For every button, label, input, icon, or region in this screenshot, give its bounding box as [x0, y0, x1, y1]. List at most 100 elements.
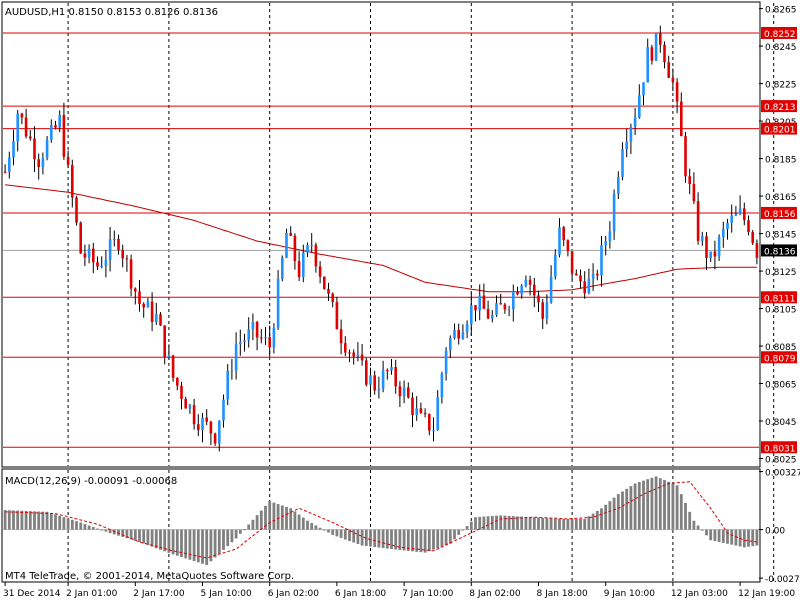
candle-bullish	[276, 278, 280, 328]
candle-bearish	[83, 253, 87, 258]
macd-bar	[667, 481, 671, 530]
candle-bearish	[176, 378, 179, 386]
candle-bullish	[461, 332, 465, 339]
macd-bar	[381, 529, 385, 549]
candle-bullish	[146, 301, 150, 308]
candle-bearish	[688, 176, 691, 185]
candle-bearish	[323, 276, 326, 289]
macd-bar	[201, 529, 204, 564]
candle-bullish	[520, 286, 523, 295]
macd-bar	[318, 527, 322, 530]
macd-bar	[83, 524, 87, 530]
candle-bearish	[344, 343, 347, 353]
macd-bar	[133, 529, 137, 541]
macd-bar	[364, 529, 368, 547]
macd-bar	[495, 515, 498, 530]
candle-bullish	[478, 295, 481, 311]
macd-tick-label: -0.00274	[765, 575, 800, 585]
candle-bearish	[457, 329, 460, 339]
candle-bullish	[369, 375, 372, 385]
candle-bullish	[495, 303, 498, 315]
macd-bar	[259, 510, 263, 530]
macd-bar	[524, 516, 528, 530]
candle-bearish	[37, 159, 40, 168]
candle-bullish	[226, 371, 229, 400]
macd-bar	[238, 529, 242, 534]
candle-bearish	[751, 232, 754, 244]
candle-bullish	[591, 273, 595, 279]
candle-bullish	[621, 149, 624, 178]
price-tick-label: 0.8225	[765, 81, 797, 91]
macd-signal-line	[5, 481, 757, 559]
level-price-label: 0.8031	[764, 444, 796, 454]
macd-bar	[96, 528, 99, 530]
candle-bullish	[545, 302, 549, 319]
macd-bar	[574, 518, 578, 530]
candle-bullish	[617, 177, 620, 195]
candle-bearish	[92, 248, 95, 263]
macd-bar	[314, 525, 318, 530]
candle-bullish	[449, 338, 452, 351]
macd-bar	[142, 529, 146, 544]
candle-bullish	[281, 257, 284, 279]
macd-bar	[24, 510, 28, 530]
candle-bearish	[297, 261, 301, 278]
price-tick-label: 0.8085	[765, 343, 797, 353]
candle-bullish	[8, 157, 11, 172]
macd-bar	[516, 516, 519, 530]
macd-bar	[297, 514, 301, 530]
candle-bearish	[503, 304, 507, 310]
candle-bullish	[306, 244, 309, 253]
macd-bar	[394, 529, 398, 550]
price-tick-label: 0.8145	[765, 231, 797, 241]
candle-bearish	[71, 164, 74, 198]
macd-bar	[469, 521, 473, 530]
candle-bullish	[734, 213, 738, 216]
macd-bar	[289, 508, 293, 530]
macd-bar	[486, 516, 490, 530]
macd-bar	[457, 529, 461, 535]
candle-bearish	[335, 302, 339, 330]
candle-bullish	[629, 126, 633, 142]
macd-bar	[558, 518, 561, 530]
time-tick-label: 31 Dec 2014	[3, 589, 61, 599]
macd-bar	[79, 522, 83, 530]
candle-bullish	[167, 355, 171, 358]
candle-bearish	[24, 117, 28, 137]
macd-bar	[553, 518, 557, 530]
macd-bar	[196, 529, 200, 563]
candle-bearish	[352, 352, 355, 357]
macd-bar	[612, 497, 616, 530]
price-tick-label: 0.8125	[765, 268, 797, 278]
candle-bullish	[608, 231, 612, 242]
price-tick-label: 0.8065	[765, 381, 797, 391]
candle-bearish	[79, 222, 82, 254]
price-tick-label: 0.8185	[765, 156, 797, 166]
macd-bar	[125, 529, 129, 539]
macd-bar	[646, 479, 650, 530]
macd-bar	[322, 529, 326, 531]
macd-bar	[205, 529, 209, 566]
macd-bar	[721, 529, 725, 543]
macd-bar	[461, 529, 465, 531]
candle-bullish	[264, 337, 267, 339]
macd-bar	[482, 516, 486, 530]
candle-bearish	[684, 136, 687, 177]
candle-bearish	[398, 386, 402, 397]
macd-bar	[545, 518, 549, 530]
macd-bar	[255, 515, 259, 530]
macd-bar	[747, 529, 750, 547]
candle-bearish	[373, 375, 376, 391]
candle-bearish	[566, 240, 570, 252]
candle-bearish	[260, 337, 263, 339]
candle-bearish	[528, 279, 532, 285]
price-tick-label: 0.8245	[765, 43, 797, 53]
candle-bullish	[587, 278, 591, 294]
macd-bar	[705, 529, 708, 536]
level-price-label: 0.8111	[764, 294, 796, 304]
candle-bullish	[709, 251, 712, 258]
candle-bullish	[104, 260, 108, 267]
macd-bar	[306, 520, 309, 530]
macd-bar	[436, 529, 440, 549]
candle-bullish	[701, 236, 704, 241]
